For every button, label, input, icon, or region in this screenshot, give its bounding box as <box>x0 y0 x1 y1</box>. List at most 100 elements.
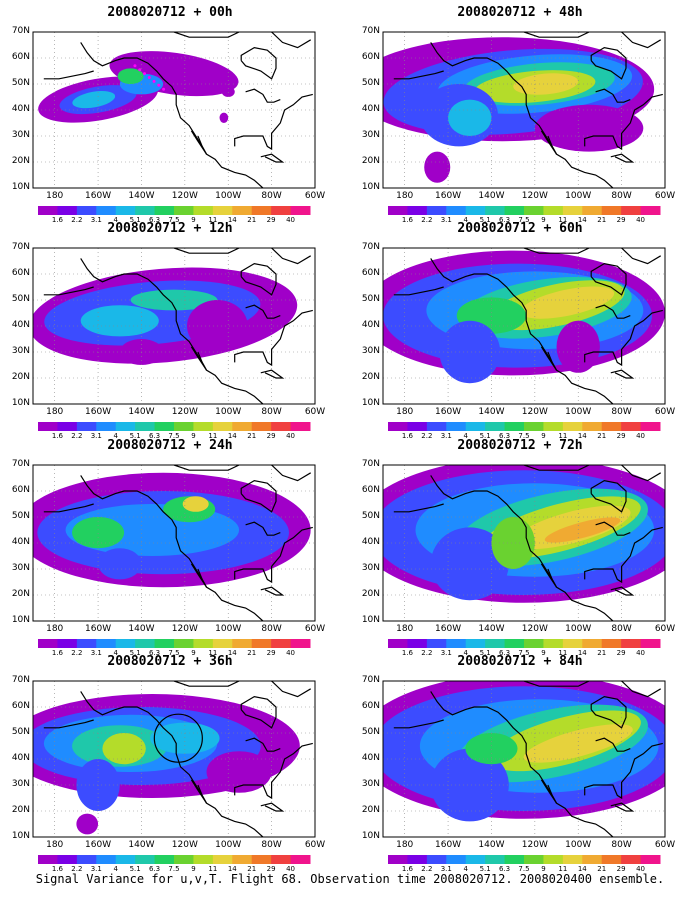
coastline <box>43 719 94 729</box>
colorbar-swatch <box>174 639 194 648</box>
lat-tick-label: 50N <box>361 78 380 88</box>
map-plot <box>32 680 316 864</box>
colorbar-label: 9 <box>191 216 196 224</box>
coastline <box>523 248 590 254</box>
colorbar-swatch <box>388 206 408 215</box>
colorbar-swatch <box>57 639 78 648</box>
colorbar-label: 14 <box>227 649 237 657</box>
lat-tick-label: 30N <box>11 130 30 140</box>
colorbar-label: 9 <box>541 865 546 873</box>
coastline <box>80 258 264 404</box>
lat-tick-label: 70N <box>11 242 30 252</box>
lat-tick-label: 50N <box>361 727 380 737</box>
lon-tick-label: 180 <box>46 407 64 417</box>
colorbar-label: 40 <box>286 649 296 657</box>
coastline <box>234 309 313 367</box>
colorbar-label: 4 <box>113 432 118 440</box>
coastline <box>595 88 631 103</box>
colorbar-swatch <box>271 639 292 648</box>
lon-tick-label: 180 <box>396 191 414 201</box>
colorbar-label: 7.5 <box>518 432 530 440</box>
coastline <box>393 286 444 296</box>
panel-title: 2008020712 + 84h <box>457 654 583 669</box>
lon-tick-label: 160W <box>85 624 112 634</box>
coastline <box>173 681 240 687</box>
coastline <box>271 681 312 698</box>
lon-tick-label: 80W <box>611 191 632 201</box>
lon-tick-label: 100W <box>565 840 592 850</box>
lon-tick-label: 100W <box>565 624 592 634</box>
colorbar-label: 40 <box>286 216 296 224</box>
lat-tick-label: 60N <box>11 485 30 495</box>
colorbar-label: 14 <box>227 432 237 440</box>
coastline <box>610 369 635 379</box>
colorbar-label: 7.5 <box>168 649 180 657</box>
colorbar-swatch <box>232 855 253 864</box>
lat-tick-label: 10N <box>361 182 380 192</box>
coastline <box>173 248 240 254</box>
colorbar-label: 2.2 <box>421 865 433 873</box>
variance-contour <box>556 320 600 373</box>
lat-tick-label: 40N <box>11 537 30 547</box>
colorbar-swatch <box>407 206 428 215</box>
lon-tick-label: 160W <box>435 191 462 201</box>
colorbar-swatch <box>251 206 272 215</box>
lon-tick-label: 120W <box>171 840 198 850</box>
lon-tick-label: 80W <box>261 624 282 634</box>
colorbar-label: 2.2 <box>71 649 83 657</box>
colorbar-label: 5.1 <box>129 216 141 224</box>
lat-tick-label: 70N <box>361 675 380 685</box>
colorbar-swatch <box>38 855 58 864</box>
lon-tick-label: 120W <box>521 191 548 201</box>
variance-contour <box>130 289 218 311</box>
coastline <box>245 521 281 536</box>
lon-tick-label: 140W <box>478 840 505 850</box>
lat-tick-label: 10N <box>11 398 30 408</box>
colorbar-swatch <box>562 422 583 431</box>
coastline <box>234 742 313 800</box>
colorbar-swatch <box>504 422 525 431</box>
variance-contour <box>520 286 615 319</box>
colorbar-swatch <box>193 206 214 215</box>
lon-tick-label: 140W <box>128 191 155 201</box>
lat-tick-label: 20N <box>11 156 30 166</box>
coastline <box>595 521 631 536</box>
colorbar-label: 9 <box>541 649 546 657</box>
colorbar-label: 14 <box>577 649 587 657</box>
coastline <box>190 779 208 804</box>
lat-tick-label: 70N <box>11 459 30 469</box>
colorbar-label: 9 <box>191 865 196 873</box>
colorbar-swatch <box>524 206 544 215</box>
map-frame <box>382 464 666 622</box>
colorbar-swatch <box>601 206 622 215</box>
lon-tick-label: 120W <box>521 840 548 850</box>
observation-point <box>138 68 142 72</box>
colorbar-label: 1.6 <box>51 432 63 440</box>
colorbar-swatch <box>562 639 583 648</box>
colorbar-swatch <box>212 639 233 648</box>
lat-tick-label: 60N <box>11 701 30 711</box>
colorbar-label: 40 <box>636 649 646 657</box>
colorbar-swatch <box>174 422 194 431</box>
lat-tick-label: 50N <box>361 511 380 521</box>
colorbar-label: 5.1 <box>129 649 141 657</box>
colorbar-swatch <box>57 855 78 864</box>
lon-tick-label: 80W <box>611 407 632 417</box>
coastline <box>234 526 313 584</box>
colorbar-label: 9 <box>541 216 546 224</box>
colorbar-label: 6.3 <box>498 432 511 440</box>
colorbar-label: 1.6 <box>51 216 63 224</box>
variance-contour <box>465 733 518 765</box>
colorbar-swatch <box>212 855 233 864</box>
colorbar-swatch <box>232 206 253 215</box>
variance-contour <box>182 496 209 512</box>
colorbar-swatch <box>640 206 661 215</box>
coastline <box>393 719 444 729</box>
lon-tick-label: 160W <box>85 840 112 850</box>
observation-point <box>162 87 166 91</box>
colorbar-swatch <box>465 206 486 215</box>
colorbar-label: 7.5 <box>168 865 180 873</box>
colorbar-label: 9 <box>191 432 196 440</box>
colorbar-label: 3.1 <box>440 432 452 440</box>
colorbar-label: 3.1 <box>90 216 102 224</box>
